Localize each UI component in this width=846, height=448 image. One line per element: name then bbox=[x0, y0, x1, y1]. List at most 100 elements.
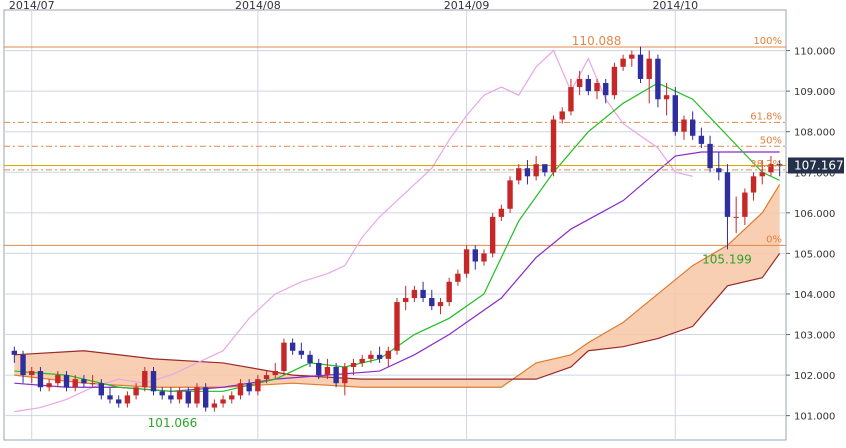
candle-body bbox=[489, 216, 496, 254]
candle-body bbox=[263, 375, 270, 380]
candle-body bbox=[150, 371, 157, 392]
candle-body bbox=[272, 371, 278, 376]
cloud-area bbox=[14, 184, 780, 388]
candle-body bbox=[98, 383, 105, 396]
y-tick-label: 101.000 bbox=[794, 412, 835, 423]
fib-label-0: 0% bbox=[766, 234, 782, 245]
candle-body bbox=[672, 95, 678, 132]
y-tick-label: 106.000 bbox=[794, 209, 835, 220]
y-tick-label: 104.000 bbox=[794, 290, 835, 301]
candle-body bbox=[55, 375, 61, 384]
candle-body bbox=[333, 366, 339, 384]
candle-body bbox=[255, 379, 261, 392]
candle-body bbox=[481, 253, 487, 262]
candle-body bbox=[446, 281, 452, 303]
fib-label-50: 50% bbox=[760, 135, 782, 146]
candle-body bbox=[629, 54, 635, 59]
candle-body bbox=[185, 391, 191, 404]
y-tick-label: 108.000 bbox=[794, 128, 835, 139]
candle-body bbox=[776, 164, 783, 166]
candle-body bbox=[559, 111, 565, 120]
candles bbox=[11, 46, 783, 412]
candle-body bbox=[707, 143, 713, 169]
candle-body bbox=[298, 350, 305, 355]
candle-body bbox=[350, 362, 357, 367]
candle-body bbox=[342, 366, 348, 384]
candle-body bbox=[403, 298, 409, 303]
candle-body bbox=[742, 192, 748, 217]
candle-body bbox=[646, 58, 652, 79]
candle-body bbox=[768, 164, 774, 173]
candle-body bbox=[37, 371, 44, 388]
candle-body bbox=[724, 172, 731, 217]
y-tick-label: 109.000 bbox=[794, 87, 835, 98]
candle-body bbox=[46, 383, 52, 388]
candle-body bbox=[472, 249, 478, 262]
y-tick-label: 110.000 bbox=[794, 47, 835, 58]
candle-body bbox=[307, 354, 313, 363]
candle-body bbox=[246, 383, 252, 392]
candle-body bbox=[133, 387, 139, 396]
candle-body bbox=[376, 354, 383, 359]
candle-body bbox=[176, 391, 183, 400]
current-price-badge bbox=[788, 157, 844, 174]
candle-body bbox=[20, 354, 26, 376]
candle-body bbox=[585, 78, 592, 92]
fib-label-61-8: 61.8% bbox=[750, 111, 782, 122]
candle-body bbox=[211, 403, 218, 408]
candle-body bbox=[194, 387, 200, 404]
candle-body bbox=[663, 95, 670, 100]
y-tick-label: 107.000 bbox=[794, 168, 835, 179]
candle-body bbox=[81, 379, 87, 384]
x-tick-label-2014-09: 2014/09 bbox=[444, 0, 490, 12]
candle-body bbox=[637, 54, 644, 79]
candle-body bbox=[681, 119, 687, 132]
annotation-low-right: 105.199 bbox=[702, 252, 752, 266]
y-tick-label: 103.000 bbox=[794, 331, 835, 342]
candle-body bbox=[229, 395, 235, 400]
candle-body bbox=[507, 180, 513, 209]
candle-body bbox=[107, 395, 113, 400]
fibonacci-levels bbox=[4, 46, 786, 246]
candle-body bbox=[394, 302, 400, 351]
candle-body bbox=[498, 208, 505, 217]
candle-body bbox=[759, 172, 765, 177]
candle-body bbox=[289, 342, 296, 351]
candle-body bbox=[750, 176, 757, 193]
fib-label-38-2: 38.2% bbox=[750, 159, 782, 170]
candle-body bbox=[437, 302, 444, 307]
candle-body bbox=[420, 289, 426, 299]
y-tick-label: 105.000 bbox=[794, 249, 835, 260]
candle-body bbox=[116, 399, 122, 404]
candle-body bbox=[620, 58, 626, 67]
candle-body bbox=[124, 395, 131, 404]
candle-body bbox=[655, 58, 661, 100]
candle-body bbox=[611, 66, 618, 96]
candle-body bbox=[385, 350, 391, 359]
candle-body bbox=[359, 358, 365, 363]
current-price-label: 107.167 bbox=[794, 158, 844, 172]
candle-body bbox=[463, 249, 470, 274]
candle-body bbox=[202, 387, 209, 408]
x-tick-label-2014-08: 2014/08 bbox=[235, 0, 281, 12]
candle-body bbox=[142, 371, 148, 388]
candle-body bbox=[716, 168, 722, 173]
y-tick-label: 102.000 bbox=[794, 371, 835, 382]
candle-body bbox=[411, 289, 418, 299]
fib-label-100: 100% bbox=[753, 36, 782, 47]
candle-body bbox=[11, 350, 18, 355]
candle-body bbox=[168, 395, 174, 400]
candle-body bbox=[524, 168, 531, 177]
x-tick-label-2014-07: 2014/07 bbox=[9, 0, 55, 12]
cloud-span-a-line bbox=[14, 184, 781, 388]
candle-body bbox=[576, 78, 583, 88]
candle-body bbox=[316, 362, 322, 376]
candle-body bbox=[324, 366, 331, 376]
candle-body bbox=[159, 391, 165, 396]
candle-body bbox=[733, 216, 739, 218]
annotation-high: 110.088 bbox=[572, 34, 622, 48]
candle-body bbox=[542, 164, 548, 173]
candle-body bbox=[72, 379, 78, 388]
candle-body bbox=[29, 371, 35, 376]
